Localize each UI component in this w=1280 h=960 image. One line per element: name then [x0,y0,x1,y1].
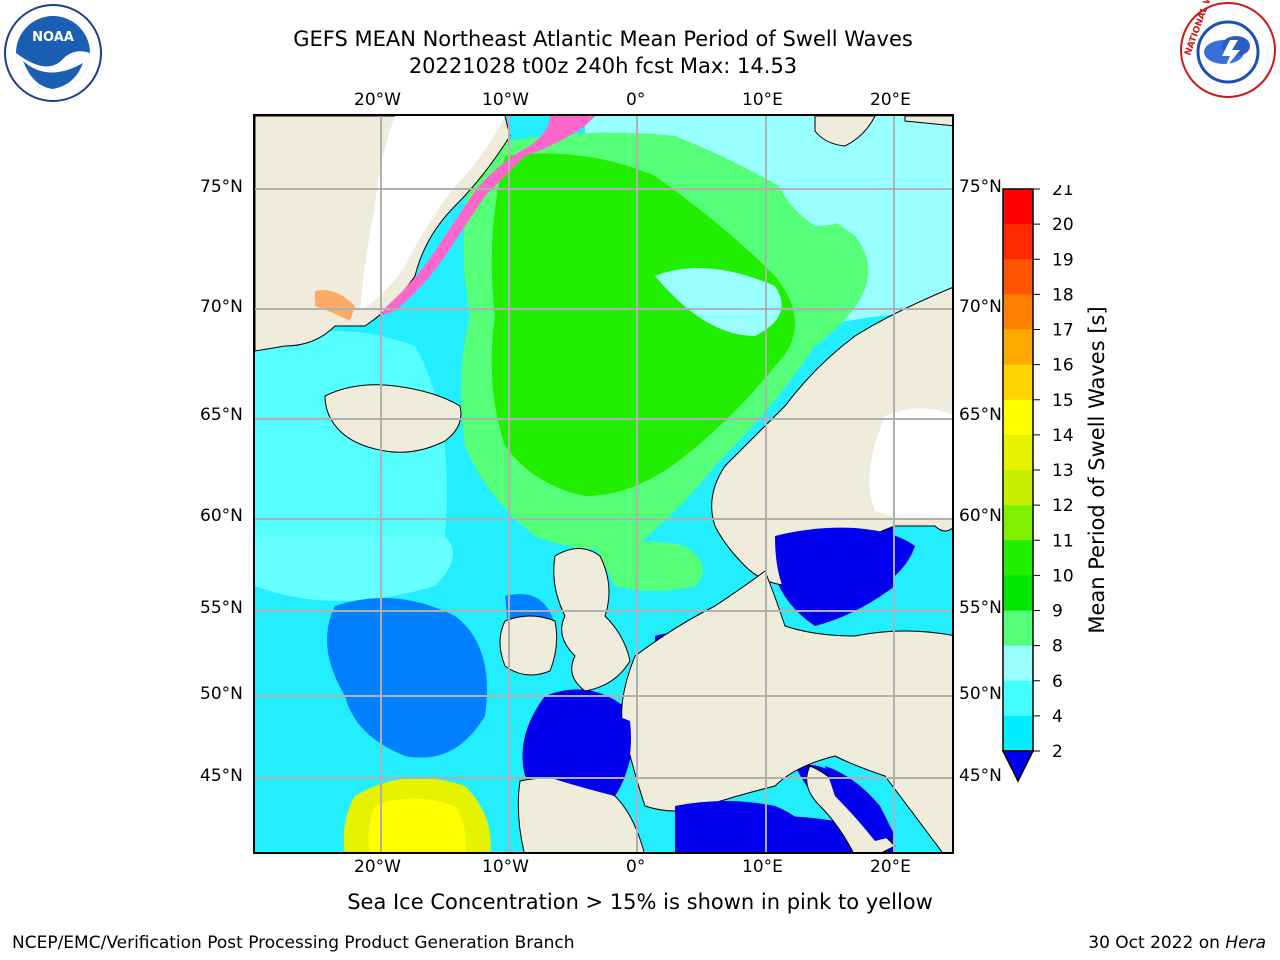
lat-label-left-55n: 55°N [200,598,243,618]
lon-label-top-20w: 20°W [354,90,401,110]
lon-label-bottom-20e: 20°E [870,857,911,877]
lat-label-right-55n: 55°N [959,598,1002,618]
colorbar-band [1003,680,1033,717]
colorbar-tick-label: 12 [1052,496,1074,516]
lon-label-bottom-10w: 10°W [482,857,529,877]
lon-label-top-0: 0° [626,90,646,110]
colorbar-band [1003,434,1033,471]
colorbar-band [1003,399,1033,436]
colorbar-band [1003,364,1033,401]
colorbar-band [1003,575,1033,611]
colorbar-tick-label: 2 [1052,742,1063,762]
lat-label-left-50n: 50°N [200,684,243,704]
colorbar-tick-label: 10 [1052,566,1074,586]
colorbar-tick-label: 4 [1052,707,1063,727]
colorbar-band [1003,259,1033,295]
colorbar-band [1003,715,1033,752]
footer-machine: Hera [1225,933,1266,953]
colorbar-tick-label: 6 [1052,672,1063,692]
colorbar-band [1003,470,1033,506]
lat-label-left-45n: 45°N [200,766,243,786]
colorbar-band [1003,505,1033,541]
lat-label-left-70n: 70°N [200,297,243,317]
lon-label-top-10e: 10°E [742,90,783,110]
lat-label-right-65n: 65°N [959,405,1002,425]
colorbar-band [1003,294,1033,330]
noaa-logo: NOAA [3,3,103,103]
lat-label-right-60n: 60°N [959,506,1002,526]
lon-label-bottom-10e: 10°E [742,857,783,877]
swell-period-map [255,116,952,852]
footer-credit: NCEP/EMC/Verification Post Processing Pr… [12,933,575,953]
lon-label-top-20e: 20°E [870,90,911,110]
colorbar-tick-label: 21 [1052,185,1074,200]
lon-label-bottom-20w: 20°W [354,857,401,877]
colorbar-tick-label: 13 [1052,461,1074,481]
colorbar-tick-label: 19 [1052,250,1074,270]
colorbar-tick-label: 9 [1052,602,1063,622]
colorbar-band [1003,645,1033,682]
lat-label-right-50n: 50°N [959,684,1002,704]
lon-label-bottom-0: 0° [626,857,646,877]
colorbar-band [1003,540,1033,576]
colorbar: 21 20 19 18 17 16 15 14 13 12 11 10 9 8 6 4 2 [1001,185,1074,783]
colorbar-tick-label: 15 [1052,391,1074,411]
colorbar-band [1003,224,1033,260]
lat-label-left-60n: 60°N [200,506,243,526]
lat-label-right-45n: 45°N [959,766,1002,786]
footer-date: 30 Oct 2022 on Hera [1088,933,1266,953]
footer-date-text: 30 Oct 2022 on [1088,933,1226,953]
lat-label-left-65n: 65°N [200,405,243,425]
noaa-logo-text: NOAA [32,30,74,45]
map-panel [253,114,954,854]
colorbar-tick-label: 20 [1052,215,1074,235]
chart-subtitle: 20221028 t00z 240h fcst Max: 14.53 [408,54,798,78]
chart-title: GEFS MEAN Northeast Atlantic Mean Period… [293,27,913,51]
sea-ice-note: Sea Ice Concentration > 15% is shown in … [347,890,933,914]
colorbar-under-triangle [1001,750,1035,783]
lat-label-right-75n: 75°N [959,177,1002,197]
lat-label-left-75n: 75°N [200,177,243,197]
lon-label-top-10w: 10°W [482,90,529,110]
colorbar-tick-label: 17 [1052,321,1074,341]
lat-label-right-70n: 70°N [959,297,1002,317]
colorbar-band [1003,610,1033,647]
colorbar-band [1003,189,1033,225]
colorbar-label: Mean Period of Swell Waves [s] [1085,306,1109,634]
colorbar-tick-label: 8 [1052,637,1063,657]
colorbar-tick-label: 11 [1052,531,1074,551]
nws-logo: NATIONAL WEATHER SERVICE [1178,0,1278,100]
colorbar-tick-label: 16 [1052,356,1074,376]
colorbar-band [1003,329,1033,366]
colorbar-tick-label: 18 [1052,285,1074,305]
colorbar-tick-label: 14 [1052,426,1074,446]
